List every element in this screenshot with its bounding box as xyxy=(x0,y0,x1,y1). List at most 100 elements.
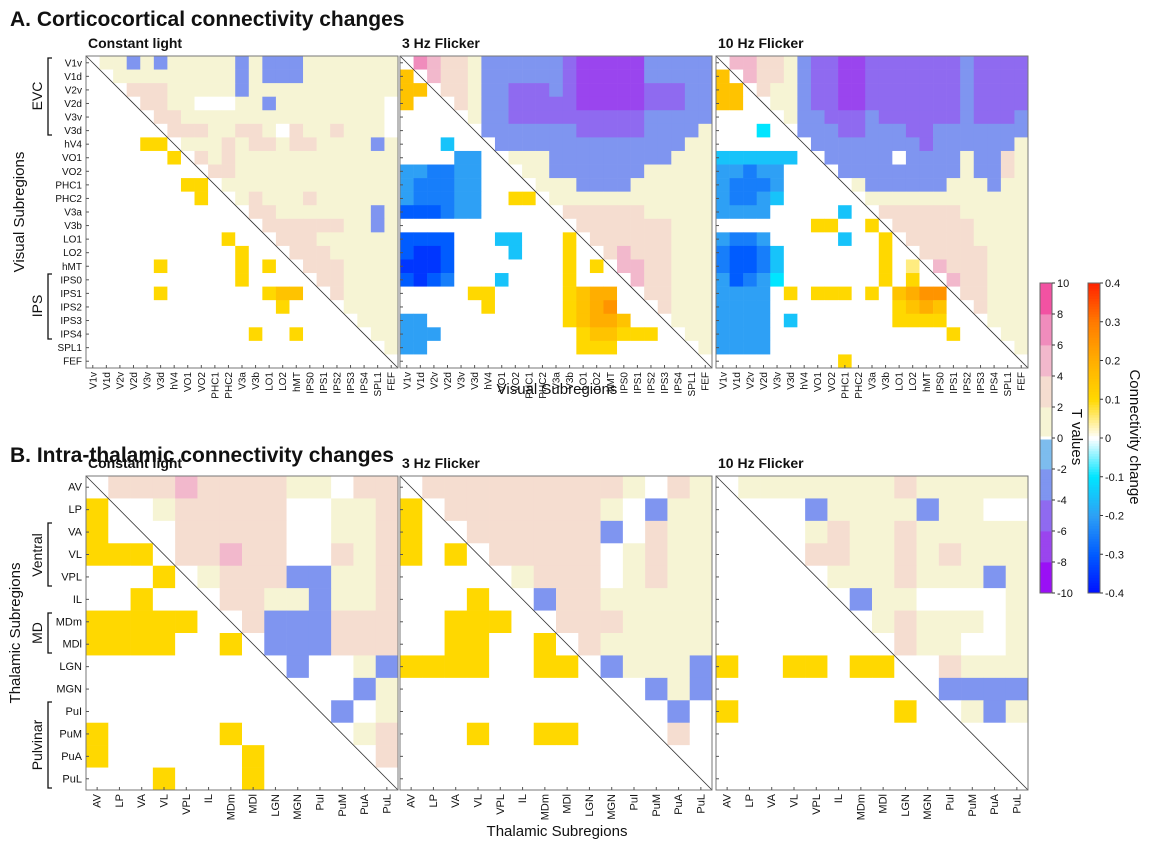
heatmap-cell xyxy=(630,245,645,260)
heatmap-cell xyxy=(400,83,414,97)
heatmap-cell xyxy=(987,340,1002,355)
heatmap-cell xyxy=(916,655,940,679)
heatmap-cell xyxy=(919,286,934,301)
panel-border xyxy=(85,475,399,791)
heatmap-cell xyxy=(427,300,441,315)
heatmap-cell xyxy=(838,137,852,152)
heatmap-cell xyxy=(511,655,535,679)
heatmap-cell xyxy=(617,123,631,138)
heatmap-cell xyxy=(743,191,757,206)
heatmap-cell xyxy=(1005,565,1029,589)
heatmap-cell xyxy=(262,96,277,111)
heatmap-cell xyxy=(578,745,601,768)
colorbar-segment xyxy=(1040,510,1052,514)
heatmap-cell xyxy=(576,83,591,97)
heatmap-cell xyxy=(916,520,940,544)
heatmap-cell xyxy=(645,655,668,679)
heatmap-cell xyxy=(698,123,713,138)
heatmap-cell xyxy=(716,96,730,111)
heatmap-cell xyxy=(622,610,646,634)
x-tick-label: IPS1 xyxy=(633,372,644,394)
colorbar-segment xyxy=(1040,285,1052,289)
heatmap-cell xyxy=(208,245,222,260)
heatmap-cell xyxy=(167,286,182,301)
colorbar-zero xyxy=(1088,436,1100,440)
heatmap-cell xyxy=(549,354,564,369)
heatmap-cell xyxy=(221,96,236,111)
heatmap-cell xyxy=(770,313,785,328)
heatmap-cell xyxy=(440,245,455,260)
heatmap-cell xyxy=(961,565,984,589)
heatmap-cell xyxy=(671,69,686,84)
heatmap-cell xyxy=(905,56,920,70)
heatmap-cell xyxy=(716,700,739,724)
heatmap-cell xyxy=(589,300,604,315)
heatmap-cell xyxy=(716,655,739,679)
heatmap-cell xyxy=(152,520,176,544)
heatmap-cell xyxy=(242,565,265,589)
heatmap-cell xyxy=(865,137,880,152)
heatmap-cell xyxy=(933,96,947,111)
colorbar-segment xyxy=(1088,546,1100,550)
heatmap-cell xyxy=(316,205,331,220)
heatmap-cell xyxy=(533,543,557,567)
heatmap-cell xyxy=(919,69,934,84)
heatmap-cell xyxy=(221,232,236,247)
colorbar-segment xyxy=(1040,531,1052,534)
colorbar-segment xyxy=(1040,533,1052,537)
heatmap-cell xyxy=(248,123,263,138)
heatmap-cell xyxy=(1014,245,1029,260)
heatmap-cell xyxy=(384,56,399,70)
heatmap-cell xyxy=(756,300,771,315)
colorbar-segment xyxy=(1040,541,1052,545)
heatmap-cell xyxy=(644,96,659,111)
heatmap-cell xyxy=(400,137,414,152)
heatmap-cell xyxy=(684,327,699,342)
heatmap-cell xyxy=(303,178,317,192)
heatmap-cell xyxy=(782,476,806,499)
heatmap-cell xyxy=(716,722,739,746)
heatmap-cell xyxy=(308,520,332,544)
heatmap-cell xyxy=(152,476,176,499)
heatmap-cell xyxy=(194,300,209,315)
heatmap-cell xyxy=(878,300,893,315)
heatmap-cell xyxy=(99,150,114,165)
colorbar-segment xyxy=(1040,283,1052,286)
heatmap-cell xyxy=(219,588,243,611)
heatmap-cell xyxy=(905,340,920,355)
heatmap-cell xyxy=(194,191,209,206)
colorbar-tick-label: -10 xyxy=(1057,588,1073,600)
heatmap-cell xyxy=(180,313,195,328)
heatmap-cell xyxy=(743,327,757,342)
heatmap-cell xyxy=(827,722,851,746)
heatmap-cell xyxy=(946,69,961,84)
heatmap-cell xyxy=(644,340,659,355)
heatmap-cell xyxy=(667,700,691,724)
heatmap-cell xyxy=(194,273,209,287)
heatmap-cell xyxy=(562,286,577,301)
colorbar-segment xyxy=(1040,401,1052,405)
heatmap-cell xyxy=(973,191,988,206)
heatmap-cell xyxy=(275,137,290,152)
heatmap-cell xyxy=(1014,150,1029,165)
heatmap-cell xyxy=(353,722,377,746)
colorbar-segment xyxy=(1040,316,1052,320)
heatmap-cell xyxy=(878,83,893,97)
heatmap-cell xyxy=(331,745,354,768)
heatmap-cell xyxy=(849,677,873,701)
colorbar-segment xyxy=(1040,445,1052,449)
heatmap-cell xyxy=(960,123,975,138)
heatmap-cell xyxy=(1005,498,1029,522)
heatmap-cell xyxy=(1014,178,1029,192)
heatmap-cell xyxy=(756,273,771,287)
heatmap-cell xyxy=(522,245,536,260)
colorbar-segment xyxy=(1088,518,1100,522)
heatmap-cell xyxy=(370,205,385,220)
heatmap-cell xyxy=(562,137,577,152)
heatmap-cell xyxy=(916,610,940,634)
heatmap-cell xyxy=(481,56,496,70)
heatmap-cell xyxy=(905,313,920,328)
colorbar-segment xyxy=(1088,531,1100,534)
heatmap-cell xyxy=(370,245,385,260)
heatmap-cell xyxy=(153,96,168,111)
